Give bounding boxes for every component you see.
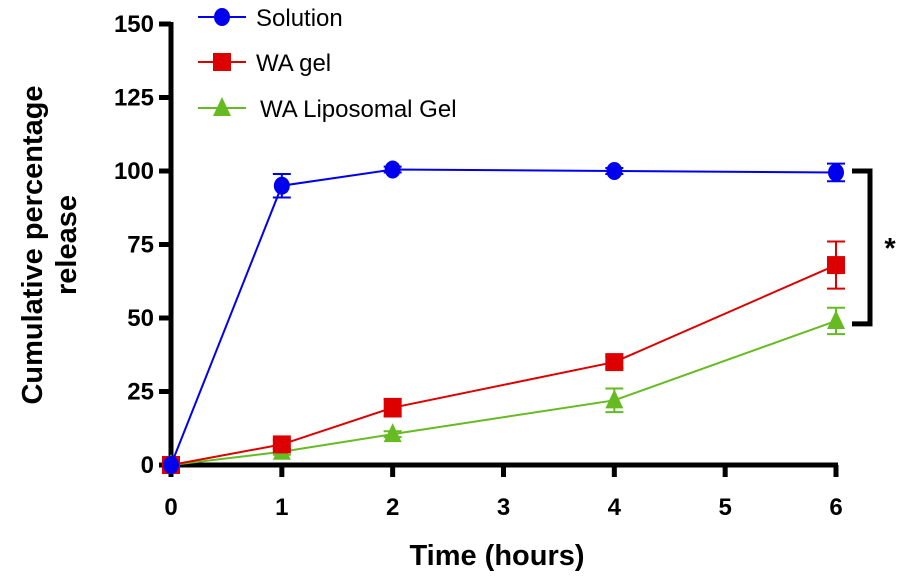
data-point [827,256,845,275]
series-line-solution [170,168,837,466]
data-point [606,162,623,180]
legend-item: WA Liposomal Gel [198,96,457,123]
data-point [272,435,291,454]
legend-label: WA gel [256,50,331,77]
series-line-wa-liposomal-gel [170,319,837,466]
legend-marker-square-icon [213,53,231,71]
data-point [384,160,401,179]
data-point [273,176,290,195]
legend-item: Solution [198,5,343,32]
y-tick-label: 50 [127,305,154,332]
legend-label: Solution [256,5,343,32]
y-tick-label: 25 [127,379,154,406]
significance-asterisk: * [884,233,896,265]
y-tick-label: 0 [141,452,154,479]
x-axis-title: Time (hours) [409,540,584,572]
significance-annotation: * [852,168,896,327]
data-point [827,309,845,329]
x-tick-label: 1 [275,494,288,521]
significance-bracket [852,168,873,327]
x-tick-label: 6 [829,494,842,521]
legend-label: WA Liposomal Gel [260,96,457,123]
x-tick-label: 2 [386,494,399,521]
legend-marker-circle-icon [214,8,230,26]
y-tick-label: 125 [114,85,154,112]
data-point [605,389,624,409]
series-wa-gel [162,240,845,474]
x-tick-label: 4 [608,494,622,521]
data-point [383,423,402,443]
y-axis-title-line-1: Cumulative percentage [17,85,49,404]
legend: Solution WA gel WA Liposomal Gel [198,5,457,123]
data-point [828,163,844,182]
y-tick-label: 100 [114,158,154,185]
x-tick-label: 5 [718,494,731,521]
axes: 0 25 50 75 100 125 150 0 1 2 3 4 5 6 [114,11,843,521]
series-line-wa-gel [170,264,837,466]
data-point [605,353,624,372]
y-tick-label: 150 [114,11,154,38]
legend-marker-triangle-icon [213,97,231,116]
legend-item: WA gel [198,50,331,77]
series-layer [162,160,845,474]
series-solution [163,160,845,474]
y-tick-label: 75 [127,232,154,259]
x-tick-label: 3 [497,494,510,521]
x-tick-label: 0 [164,494,177,521]
y-axis-title-line-2: release [51,195,83,295]
data-point [163,456,179,474]
data-point [383,398,402,417]
